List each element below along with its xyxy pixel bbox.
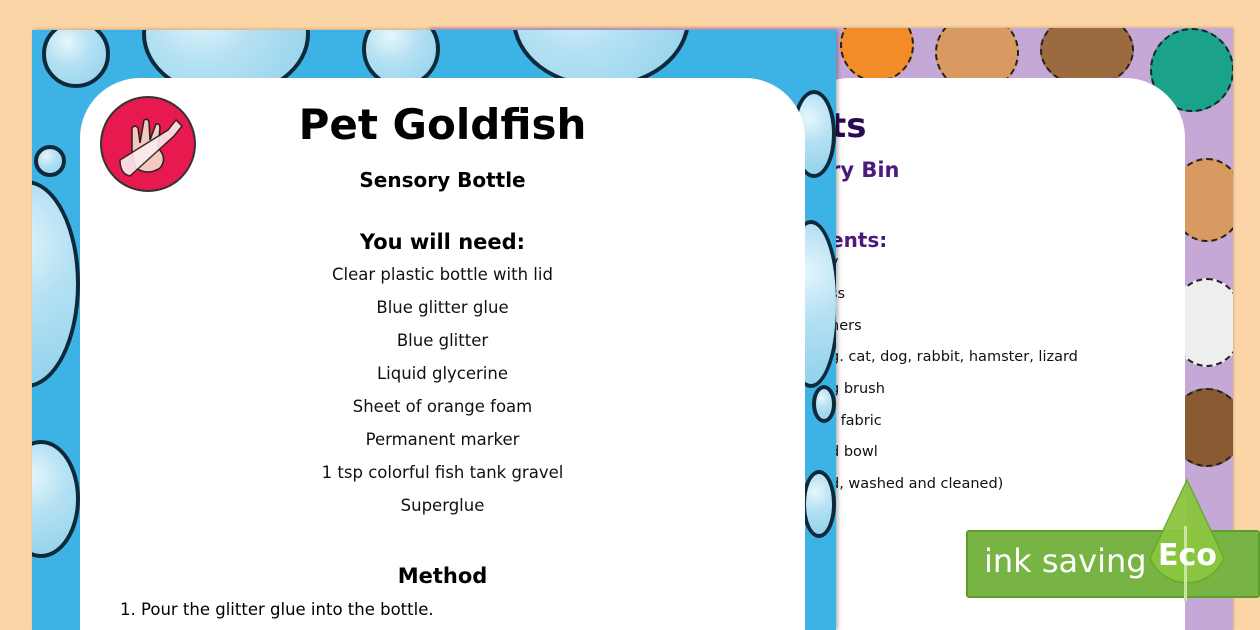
bubble-decoration bbox=[812, 385, 836, 423]
material-item: Clear plastic bottle with lid bbox=[332, 265, 553, 284]
back-title: ts bbox=[830, 106, 867, 146]
back-list-item: d, washed and cleaned) bbox=[830, 476, 1004, 492]
material-item: Permanent marker bbox=[365, 430, 520, 449]
back-list-item: ners bbox=[830, 318, 862, 334]
bubble-decoration bbox=[32, 440, 80, 558]
bubble-decoration bbox=[34, 145, 66, 177]
animal-decoration bbox=[1040, 28, 1134, 87]
material-item: Sheet of orange foam bbox=[352, 397, 533, 416]
page-title: Pet Goldfish bbox=[298, 100, 587, 149]
back-list-item: g brush bbox=[830, 381, 885, 397]
no-plastic-bottle-icon bbox=[100, 96, 196, 192]
bubble-decoration bbox=[32, 180, 80, 388]
material-item: 1 tsp colorful fish tank gravel bbox=[321, 463, 564, 482]
materials-heading: You will need: bbox=[359, 230, 526, 254]
back-list-item: r fabric bbox=[830, 413, 882, 429]
front-sheet-card: Pet Goldfish Sensory Bottle You will nee… bbox=[80, 78, 805, 630]
ink-saving-label: ink saving bbox=[984, 542, 1147, 580]
animal-decoration bbox=[840, 28, 914, 82]
page-subtitle: Sensory Bottle bbox=[359, 168, 526, 192]
eco-label: Eco bbox=[1158, 538, 1217, 573]
method-heading: Method bbox=[397, 564, 488, 588]
material-item: Superglue bbox=[400, 496, 485, 515]
material-item: Blue glitter bbox=[396, 331, 489, 350]
material-item: Blue glitter glue bbox=[376, 298, 509, 317]
front-sheet-preview: Pet Goldfish Sensory Bottle You will nee… bbox=[32, 30, 836, 630]
back-subtitle: ry Bin bbox=[830, 158, 900, 182]
back-list-item: d bowl bbox=[830, 444, 878, 460]
material-item: Liquid glycerine bbox=[376, 364, 509, 383]
materials-list: Clear plastic bottle with lid Blue glitt… bbox=[80, 264, 805, 528]
method-step: 1. Pour the glitter glue into the bottle… bbox=[120, 600, 434, 619]
eco-drop-icon bbox=[1149, 478, 1225, 601]
back-heading: ents: bbox=[830, 228, 888, 252]
back-list-item: g. cat, dog, rabbit, hamster, lizard bbox=[830, 349, 1078, 365]
bubble-decoration bbox=[802, 470, 836, 538]
bubble-decoration bbox=[42, 30, 110, 88]
